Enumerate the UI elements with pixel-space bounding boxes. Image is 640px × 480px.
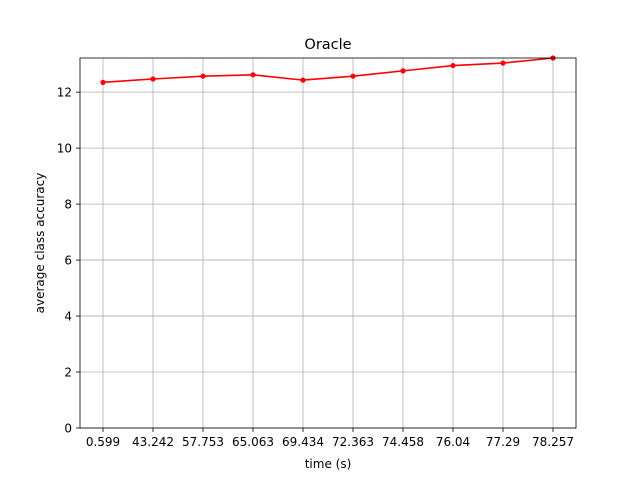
y-tick-label: 12: [57, 86, 72, 100]
x-tick-label: 57.753: [182, 435, 224, 449]
data-point: [100, 79, 106, 85]
data-point: [200, 73, 206, 79]
plot-frame: [79, 57, 577, 429]
x-tick-label: 76.04: [436, 435, 470, 449]
x-tick-label: 65.063: [232, 435, 274, 449]
y-axis: 0 2 4 6 8 10 12: [57, 86, 80, 436]
y-tick-label: 0: [64, 422, 72, 436]
data-point: [300, 77, 306, 83]
x-tick-label: 0.599: [86, 435, 120, 449]
y-tick-label: 10: [57, 142, 72, 156]
x-tick-label: 77.29: [486, 435, 520, 449]
series-line-group: [100, 55, 556, 85]
x-tick-label: 78.257: [532, 435, 574, 449]
y-tick-label: 2: [64, 366, 72, 380]
x-tick-label: 72.363: [332, 435, 374, 449]
plot-area: [80, 58, 576, 428]
x-tick-label: 43.242: [132, 435, 174, 449]
data-point: [500, 60, 506, 66]
x-axis: 0.599 43.242 57.753 65.063 69.434 72.363 74.45…: [86, 428, 574, 449]
data-point: [400, 68, 406, 74]
y-axis-title: average class accuracy: [33, 173, 47, 314]
chart-title: Oracle: [304, 37, 351, 53]
data-point: [350, 73, 356, 79]
y-tick-label: 4: [64, 310, 72, 324]
series-line: [102, 57, 554, 84]
x-axis-title: time (s): [305, 457, 352, 471]
data-point: [450, 62, 456, 69]
y-tick-label: 6: [64, 254, 72, 268]
y-tick-label: 8: [64, 198, 72, 212]
data-point: [150, 76, 156, 82]
x-tick-label: 74.458: [382, 435, 424, 449]
data-point: [250, 72, 256, 78]
x-tick-label: 69.434: [282, 435, 324, 449]
